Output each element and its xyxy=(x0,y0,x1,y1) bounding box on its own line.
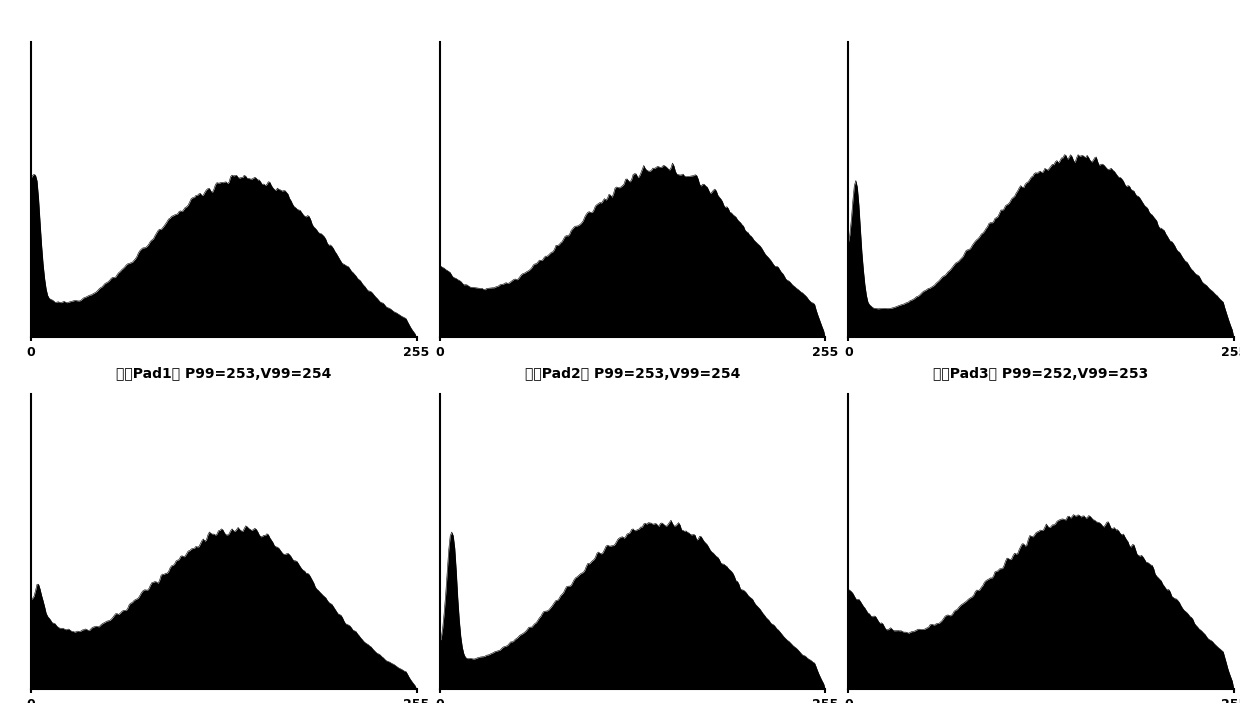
X-axis label: 校正Pad2： P99=253,V99=254: 校正Pad2： P99=253,V99=254 xyxy=(525,366,740,380)
X-axis label: 校正Pad3： P99=252,V99=253: 校正Pad3： P99=252,V99=253 xyxy=(934,366,1148,380)
X-axis label: 校正Pad1： P99=253,V99=254: 校正Pad1： P99=253,V99=254 xyxy=(117,366,331,380)
